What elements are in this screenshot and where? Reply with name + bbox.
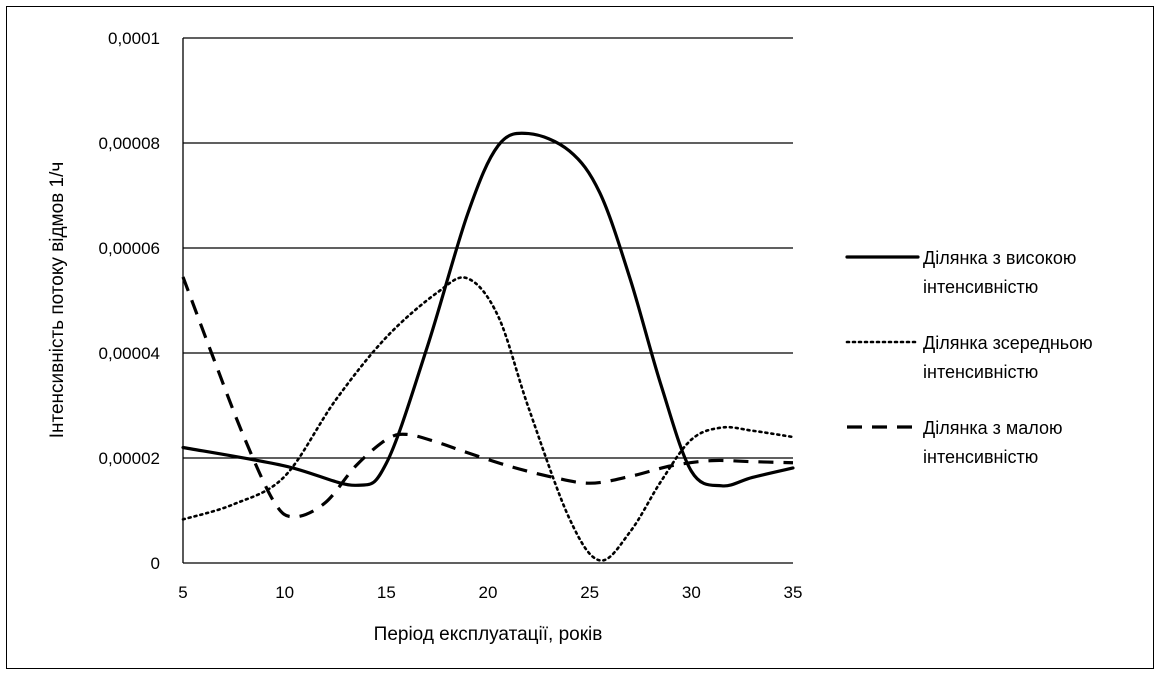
x-tick-label: 5 <box>178 583 187 602</box>
series-line-medium <box>181 276 795 562</box>
x-tick-label: 10 <box>275 583 294 602</box>
chart-frame <box>6 6 1154 669</box>
y-tick-label: 0,00008 <box>99 134 160 153</box>
y-axis-title: Інтенсивність потоку відмов 1/ч <box>47 162 68 439</box>
x-tick-label: 20 <box>479 583 498 602</box>
gridlines <box>183 37 793 459</box>
legend-entry-medium: Ділянка зсередньою інтенсивністю <box>845 333 1093 382</box>
x-tick-label: 30 <box>682 583 701 602</box>
legend-entry-high: Ділянка з високою інтенсивністю <box>845 248 1076 297</box>
legend-label-line: Ділянка з високою <box>923 248 1076 268</box>
series-line-low <box>181 276 794 519</box>
legend-label-line: інтенсивністю <box>923 447 1038 467</box>
x-axis-title: Період експлуатації, років <box>374 624 603 645</box>
y-tick-label: 0,00002 <box>99 449 160 468</box>
y-tick-label: 0,0001 <box>108 29 160 48</box>
tick-labels: 0 0,00002 0,00004 0,00006 0,00008 0,0001 5 10 15… <box>99 29 803 602</box>
x-tick-label: 35 <box>784 583 803 602</box>
legend-entry-low: Ділянка з малою інтенсивністю <box>847 418 1063 467</box>
series-lines <box>181 131 795 562</box>
y-tick-label: 0,00006 <box>99 239 160 258</box>
y-tick-label: 0,00004 <box>99 344 160 363</box>
y-tick-label: 0 <box>151 554 160 573</box>
legend-label-line: інтенсивністю <box>923 362 1038 382</box>
series-line-high <box>181 131 795 488</box>
legend-label-line: інтенсивністю <box>923 277 1038 297</box>
x-tick-label: 25 <box>580 583 599 602</box>
legend-label-line: Ділянка зсередньою <box>923 333 1093 353</box>
axes <box>182 38 793 564</box>
x-tick-label: 15 <box>377 583 396 602</box>
legend-label-line: Ділянка з малою <box>923 418 1063 438</box>
